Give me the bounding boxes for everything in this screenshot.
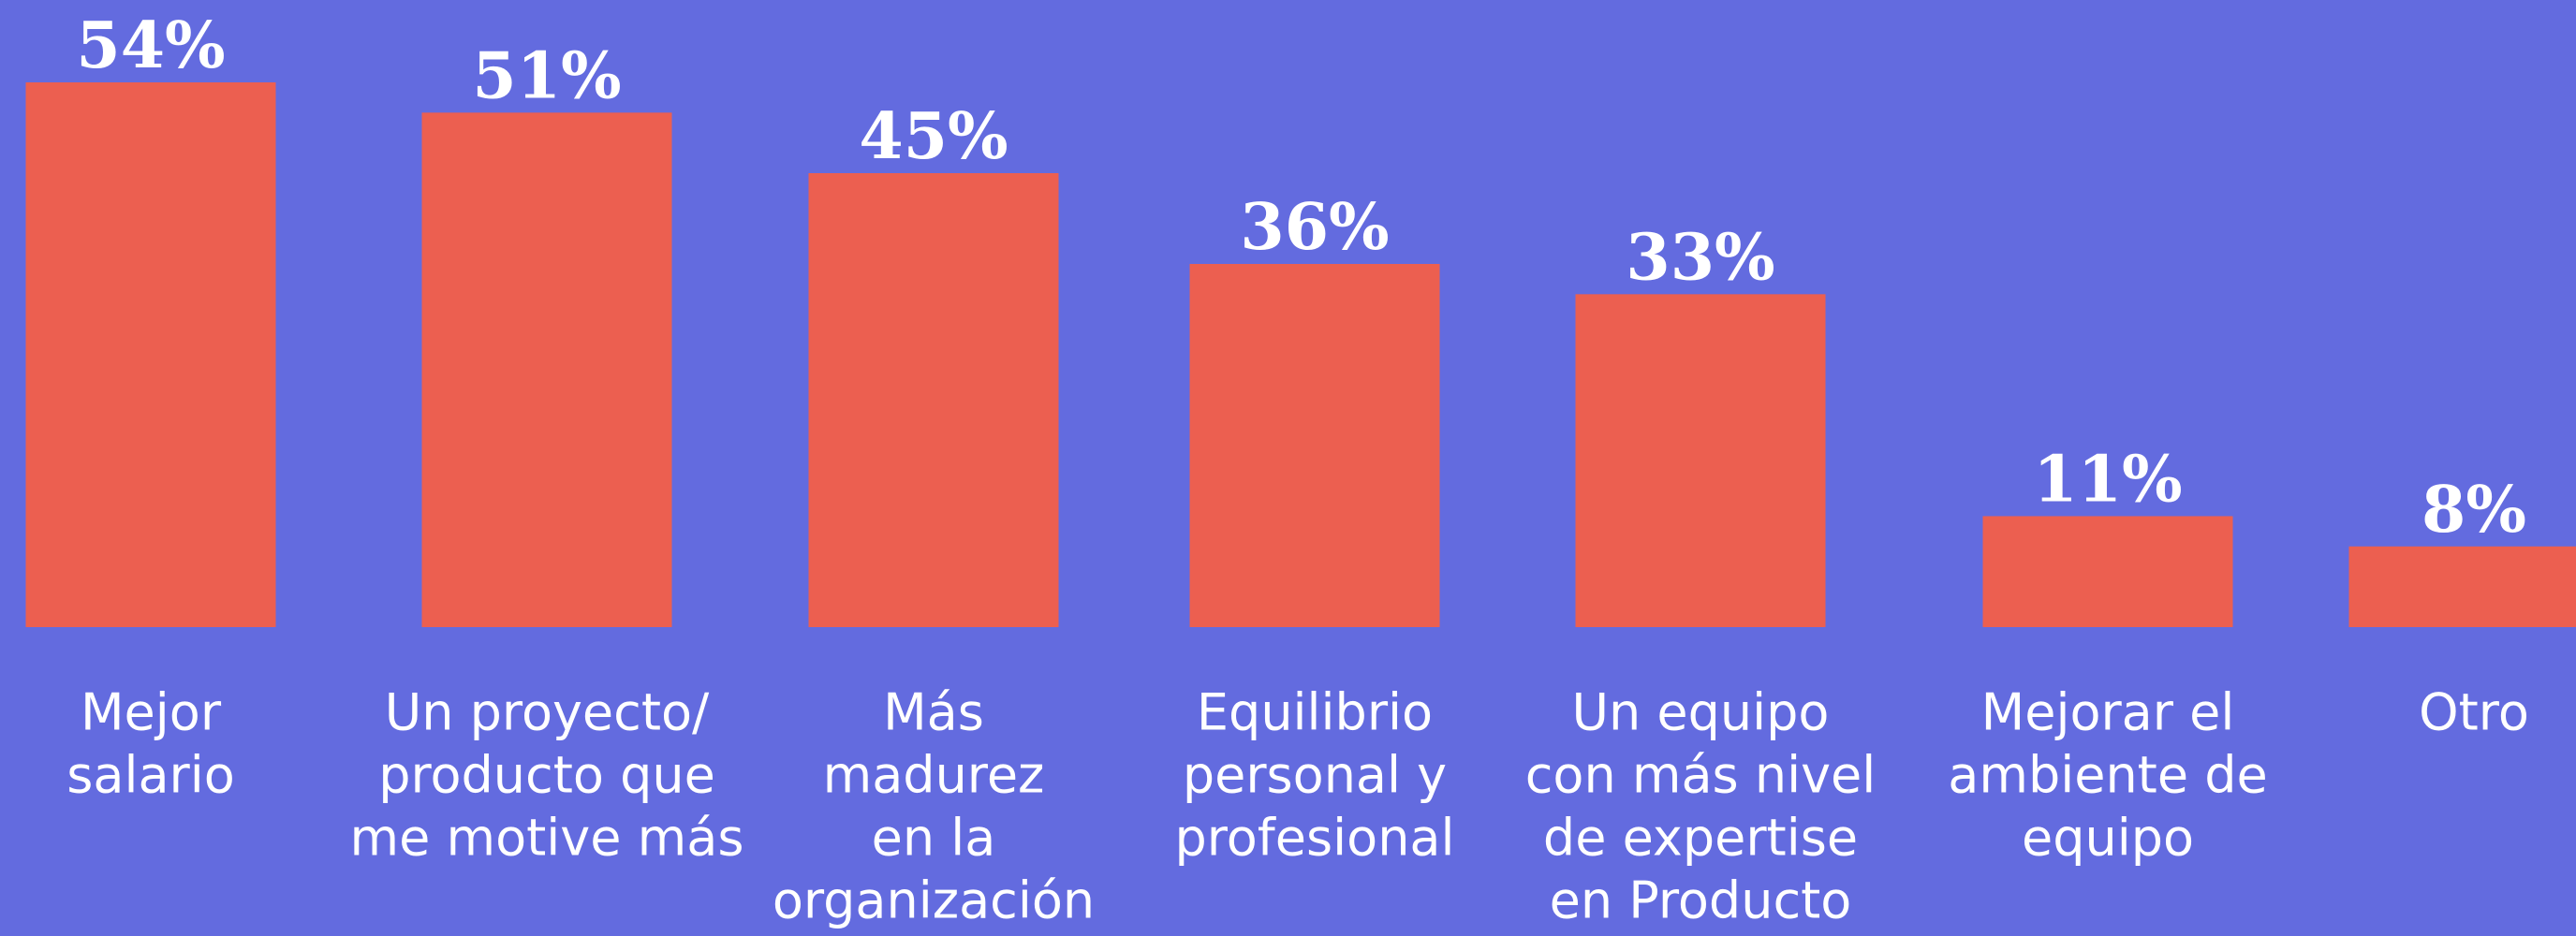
- category-label: Equilibrio: [1197, 683, 1433, 742]
- category-label: profesional: [1174, 809, 1454, 868]
- bar: [421, 112, 672, 628]
- category-label: personal y: [1183, 746, 1447, 805]
- category-label: ambiente de: [1948, 746, 2267, 805]
- category-label: producto que: [378, 746, 715, 805]
- category-label: Un equipo: [1572, 683, 1830, 742]
- bar: [25, 82, 276, 627]
- category-label: Mejor: [81, 683, 222, 742]
- bar: [1575, 294, 1826, 627]
- category-label: en Producto: [1550, 871, 1852, 930]
- value-label: 51%: [472, 38, 621, 113]
- value-label: 45%: [859, 99, 1008, 174]
- value-label: 54%: [76, 8, 225, 83]
- bar: [1982, 516, 2233, 627]
- category-label: me motive más: [350, 809, 744, 868]
- bar: [2348, 546, 2576, 627]
- bar: [808, 173, 1059, 627]
- category-label: Más: [883, 683, 984, 742]
- category-label: en la: [872, 809, 996, 868]
- value-label: 36%: [1240, 190, 1389, 265]
- value-label: 11%: [2033, 442, 2182, 517]
- category-label: equipo: [2022, 809, 2194, 868]
- category-label: salario: [66, 746, 235, 805]
- category-label: Otro: [2419, 683, 2529, 742]
- category-label: madurez: [823, 746, 1045, 805]
- bar: [1189, 264, 1440, 627]
- category-label: de expertise: [1543, 809, 1858, 868]
- category-label: organización: [773, 871, 1095, 930]
- value-label: 33%: [1626, 220, 1774, 295]
- category-label: Mejorar el: [1981, 683, 2235, 742]
- category-label: con más nivel: [1525, 746, 1877, 805]
- value-label: 8%: [2421, 473, 2526, 548]
- category-label: Un proyecto/: [385, 683, 710, 742]
